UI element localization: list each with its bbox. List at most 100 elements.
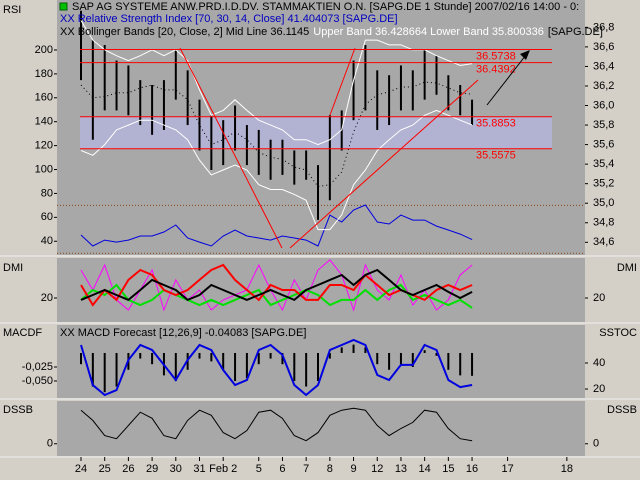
labels: SAP AG SYSTEME ANW.PRD.I.D.DV. STAMMAKTI…: [3, 1, 637, 416]
bollinger-legend: XX Bollinger Bands [20, Close, 2] Mid Li…: [60, 26, 309, 38]
x-tick-label: 7: [303, 463, 309, 475]
histogram-bar: [317, 352, 319, 381]
x-tick-label: 9: [350, 463, 356, 475]
y-tick-label: 40: [41, 235, 53, 247]
macd-legend: XX MACD Forecast [12,26,9] -0.04083 [SAP…: [60, 327, 306, 339]
histogram-bar: [423, 350, 426, 353]
x-tick-label: 14: [419, 463, 431, 475]
histogram-bar: [269, 352, 272, 359]
arrow: [486, 54, 527, 106]
histogram-bar: [91, 352, 94, 387]
level-label: 36.5738: [476, 50, 516, 62]
series-line: [80, 338, 473, 397]
x-tick-label: 17: [501, 463, 513, 475]
x-tick-label: 16: [466, 463, 478, 475]
chart-title: SAP AG SYSTEME ANW.PRD.I.D.DV. STAMMAKTI…: [72, 1, 579, 13]
trend-line: [179, 47, 283, 249]
histogram-bar: [257, 352, 260, 365]
panel-label: DMI: [3, 262, 23, 274]
y-tick-label: 140: [35, 116, 53, 128]
histogram-bar: [103, 352, 106, 393]
y2-tick-label: 36,2: [593, 80, 614, 92]
y2-tick-label: 36,8: [593, 21, 614, 33]
histogram-bar: [305, 352, 308, 387]
histogram-bar: [328, 352, 331, 359]
x-tick-label: 12: [371, 463, 383, 475]
panel-label: DSSB: [3, 404, 33, 416]
x-tick-label: 26: [122, 463, 134, 475]
y2-tick-label: 35,0: [593, 197, 614, 209]
histogram-bar: [352, 344, 355, 353]
series-line: [80, 20, 473, 146]
histogram-bar: [399, 352, 402, 365]
x-tick-label: 30: [170, 463, 182, 475]
bollinger-symbol: [SAPG.DE]: [548, 26, 603, 38]
rsi-legend: XX Relative Strength Index [70, 30, 14, …: [60, 13, 398, 25]
trend-line: [329, 47, 356, 116]
y-tick-label: 180: [35, 68, 53, 80]
histogram-bar: [222, 352, 225, 370]
y2-tick-label: 34,8: [593, 217, 614, 229]
x-tick-label: 25: [99, 463, 111, 475]
histogram-bar: [234, 352, 237, 381]
level-label: 35.8853: [476, 118, 516, 130]
series-line: [80, 259, 473, 312]
series-line: [80, 268, 473, 302]
histogram-bar: [388, 352, 391, 370]
trend-line: [289, 79, 479, 249]
series-line: [80, 109, 473, 231]
x-tick-label: 6: [279, 463, 285, 475]
histogram-bar: [447, 352, 450, 370]
histogram-bar: [174, 352, 177, 381]
y2-tick-label: 35,8: [593, 119, 614, 131]
panel-background: [57, 325, 585, 398]
histogram-bar: [364, 347, 367, 353]
y2-tick-label: 35,2: [593, 178, 614, 190]
annotations: [59, 2, 530, 249]
x-tick-label: 13: [395, 463, 407, 475]
y2-tick-label: 0: [593, 438, 599, 450]
histogram-bar: [376, 352, 379, 365]
histogram-bar: [411, 352, 414, 367]
histogram-bar: [293, 352, 296, 381]
y-tick-label: -0,025: [22, 361, 53, 373]
histogram-bar: [471, 352, 474, 376]
panel-background: [57, 258, 585, 322]
panel-label: DMI: [617, 262, 637, 274]
y-tick-label: 200: [35, 44, 53, 56]
histogram-bar: [151, 352, 154, 365]
x-tick-label: 15: [442, 463, 454, 475]
histogram-bar: [139, 352, 142, 359]
level-label: 35.5575: [476, 150, 516, 162]
y-tick-label: 80: [41, 187, 53, 199]
y2-tick-label: 36,0: [593, 99, 614, 111]
x-tick-label: 5: [256, 463, 262, 475]
y-tick-label: 20: [41, 292, 53, 304]
panel-label: SSTOC: [599, 327, 637, 339]
x-tick-label: 29: [146, 463, 158, 475]
x-tick-label: 8: [327, 463, 333, 475]
x-tick-label: 31: [193, 463, 205, 475]
histogram-bar: [245, 352, 248, 379]
histogram-bar: [80, 352, 82, 365]
y2-tick-label: 40: [593, 357, 605, 369]
level-label: 36.4392: [476, 64, 516, 76]
y-tick-label: 60: [41, 211, 53, 223]
histogram-bar: [281, 352, 284, 365]
x-tick-label: Feb 2: [209, 463, 237, 475]
x-tick-label: 18: [561, 463, 573, 475]
arrow-head: [520, 50, 530, 60]
symbol-icon: [59, 2, 68, 11]
y-tick-label: 160: [35, 92, 53, 104]
histogram-bar: [459, 352, 462, 376]
panel-label: RSI: [3, 4, 21, 16]
histogram-bar: [435, 352, 438, 356]
y2-tick-label: 35,4: [593, 158, 614, 170]
y2-tick-label: 36,4: [593, 60, 614, 72]
y2-tick-label: 20: [593, 383, 605, 395]
y-tick-label: -0,050: [22, 375, 53, 387]
panel-label: DSSB: [607, 404, 637, 416]
bollinger-bands-legend: Upper Band 36.428664 Lower Band 35.80033…: [313, 26, 544, 38]
histogram-bar: [210, 352, 213, 362]
